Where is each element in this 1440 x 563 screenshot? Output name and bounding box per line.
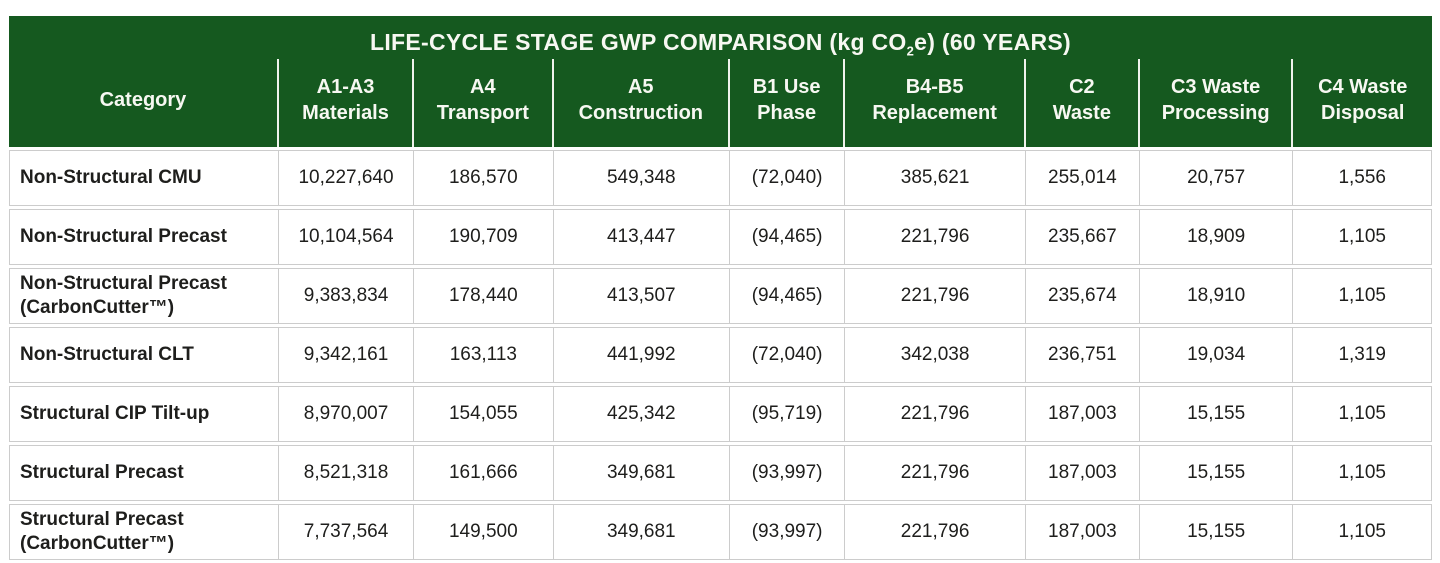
cell-b4-b5: 342,038	[844, 326, 1025, 383]
cell-c3: 15,155	[1138, 444, 1293, 501]
column-header-b1-use-phase: B1 Use Phase	[727, 58, 845, 147]
cell-a4: 190,709	[413, 208, 553, 265]
cell-c4: 1,319	[1292, 326, 1432, 383]
cell-a1-a3: 8,521,318	[277, 444, 414, 501]
cell-c4: 1,105	[1292, 444, 1432, 501]
column-header-c2-waste: C2 Waste	[1023, 58, 1139, 147]
cell-a4: 149,500	[413, 503, 553, 560]
cell-a4: 161,666	[413, 444, 553, 501]
cell-a1-a3: 10,227,640	[277, 149, 414, 206]
cell-a4: 163,113	[413, 326, 553, 383]
cell-b1: (93,997)	[729, 444, 845, 501]
cell-c3: 18,909	[1138, 208, 1293, 265]
cell-a4: 154,055	[413, 385, 553, 442]
title-suffix: e) (60 YEARS)	[914, 29, 1071, 55]
table-header-band: LIFE-CYCLE STAGE GWP COMPARISON (kg CO2e…	[9, 16, 1432, 147]
cell-a5: 413,507	[552, 267, 729, 324]
cell-b4-b5: 221,796	[844, 385, 1025, 442]
table-title: LIFE-CYCLE STAGE GWP COMPARISON (kg CO2e…	[9, 16, 1432, 59]
column-header-c3-waste-processing: C3 Waste Processing	[1137, 58, 1293, 147]
cell-b1: (93,997)	[729, 503, 845, 560]
data-table-body: Non-Structural CMU 10,227,640 186,570 54…	[9, 147, 1432, 563]
cell-c2: 187,003	[1024, 503, 1139, 560]
cell-c3: 19,034	[1138, 326, 1293, 383]
cell-a1-a3: 10,104,564	[277, 208, 414, 265]
cell-c3: 15,155	[1138, 503, 1293, 560]
cell-c4: 1,105	[1292, 503, 1432, 560]
cell-c3: 20,757	[1138, 149, 1293, 206]
cell-c2: 235,674	[1024, 267, 1139, 324]
cell-b1: (94,465)	[729, 208, 845, 265]
cell-c3: 15,155	[1138, 385, 1293, 442]
cell-b1: (72,040)	[729, 149, 845, 206]
cell-a1-a3: 8,970,007	[277, 385, 414, 442]
cell-a4: 178,440	[413, 267, 553, 324]
cell-c2: 187,003	[1024, 444, 1139, 501]
cell-a1-a3: 7,737,564	[277, 503, 414, 560]
row-category: Non-Structural CLT	[9, 326, 278, 383]
cell-a5: 349,681	[552, 444, 729, 501]
column-header-category: Category	[99, 88, 187, 111]
cell-b1: (72,040)	[729, 326, 845, 383]
column-header-c4-waste-disposal: C4 Waste Disposal	[1291, 58, 1432, 147]
column-header-row: Category A1-A3 Materials A4 Transport A5…	[9, 58, 1432, 147]
table-row: Non-Structural CMU 10,227,640 186,570 54…	[9, 149, 1432, 206]
cell-b1: (95,719)	[729, 385, 845, 442]
cell-c2: 236,751	[1024, 326, 1139, 383]
cell-b4-b5: 221,796	[844, 503, 1025, 560]
table-row: Structural Precast (CarbonCutter™) 7,737…	[9, 503, 1432, 560]
cell-b4-b5: 221,796	[844, 444, 1025, 501]
cell-c2: 187,003	[1024, 385, 1139, 442]
cell-a4: 186,570	[413, 149, 553, 206]
row-category: Non-Structural Precast (CarbonCutter™)	[9, 267, 278, 324]
row-category: Structural Precast	[9, 444, 278, 501]
cell-b1: (94,465)	[729, 267, 845, 324]
table-row: Non-Structural Precast 10,104,564 190,70…	[9, 208, 1432, 265]
column-header-b4-b5-replacement: B4-B5 Replacement	[843, 58, 1025, 147]
row-category: Non-Structural Precast	[9, 208, 278, 265]
title-prefix: LIFE-CYCLE STAGE GWP COMPARISON (kg CO	[370, 29, 907, 55]
cell-a5: 549,348	[552, 149, 729, 206]
cell-c4: 1,556	[1292, 149, 1432, 206]
cell-c4: 1,105	[1292, 267, 1432, 324]
column-header-a4-transport: A4 Transport	[412, 58, 553, 147]
cell-b4-b5: 221,796	[844, 208, 1025, 265]
cell-a5: 413,447	[552, 208, 729, 265]
row-category: Non-Structural CMU	[9, 149, 278, 206]
title-subscript: 2	[906, 43, 915, 59]
cell-c4: 1,105	[1292, 385, 1432, 442]
row-category: Structural Precast (CarbonCutter™)	[9, 503, 278, 560]
table-row: Structural Precast 8,521,318 161,666 349…	[9, 444, 1432, 501]
column-header-a5-construction: A5 Construction	[551, 58, 729, 147]
cell-a5: 349,681	[552, 503, 729, 560]
table-row: Non-Structural CLT 9,342,161 163,113 441…	[9, 326, 1432, 383]
cell-c2: 255,014	[1024, 149, 1139, 206]
table-row: Non-Structural Precast (CarbonCutter™) 9…	[9, 267, 1432, 324]
cell-a1-a3: 9,342,161	[277, 326, 414, 383]
cell-a5: 425,342	[552, 385, 729, 442]
cell-c4: 1,105	[1292, 208, 1432, 265]
cell-a1-a3: 9,383,834	[277, 267, 414, 324]
cell-b4-b5: 385,621	[844, 149, 1025, 206]
row-category: Structural CIP Tilt-up	[9, 385, 278, 442]
table-row: Structural CIP Tilt-up 8,970,007 154,055…	[9, 385, 1432, 442]
column-header-a1-a3-materials: A1-A3 Materials	[276, 58, 414, 147]
cell-a5: 441,992	[552, 326, 729, 383]
cell-b4-b5: 221,796	[844, 267, 1025, 324]
cell-c3: 18,910	[1138, 267, 1293, 324]
gwp-comparison-table: LIFE-CYCLE STAGE GWP COMPARISON (kg CO2e…	[9, 16, 1432, 563]
cell-c2: 235,667	[1024, 208, 1139, 265]
